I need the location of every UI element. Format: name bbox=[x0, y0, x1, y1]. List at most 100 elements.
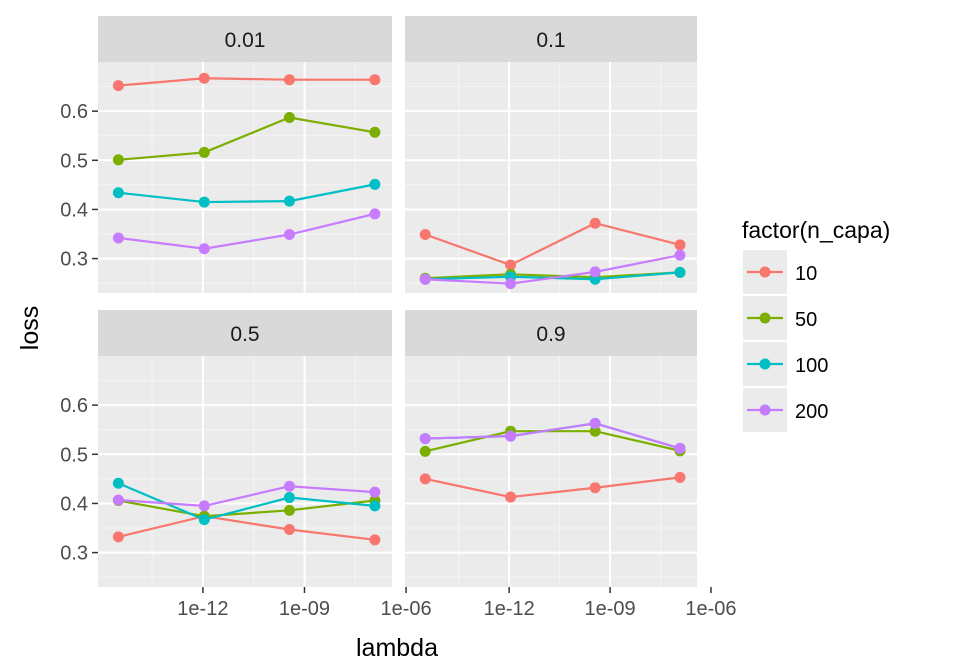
y-tick-label: 0.6 bbox=[60, 395, 88, 417]
data-point bbox=[419, 445, 431, 457]
facet-strip-label: 0.01 bbox=[225, 29, 266, 52]
data-point bbox=[283, 480, 295, 492]
facet-panel: 0.1 bbox=[405, 16, 712, 293]
legend-entry: 200 bbox=[743, 388, 828, 432]
legend-label: 100 bbox=[795, 355, 828, 377]
data-point bbox=[505, 259, 517, 271]
data-point bbox=[112, 494, 124, 506]
legend-label: 50 bbox=[795, 309, 817, 331]
data-point bbox=[674, 471, 686, 483]
y-axis-ticks: 0.3 0.4 0.5 0.6 0.3 0.4 0.5 0.6 bbox=[60, 101, 98, 565]
legend-label: 200 bbox=[795, 401, 828, 423]
data-point bbox=[589, 266, 601, 278]
x-tick-label: 1e-12 bbox=[484, 598, 535, 620]
data-point bbox=[198, 500, 210, 512]
legend-key-point bbox=[759, 266, 771, 278]
y-tick-label: 0.3 bbox=[60, 249, 88, 271]
facet-strip bbox=[98, 310, 392, 356]
data-point bbox=[283, 492, 295, 504]
data-point bbox=[369, 534, 381, 546]
data-point bbox=[419, 273, 431, 285]
data-point bbox=[505, 278, 517, 290]
data-point bbox=[112, 187, 124, 199]
data-point bbox=[419, 229, 431, 241]
data-point bbox=[674, 239, 686, 251]
legend-label: 10 bbox=[795, 263, 817, 285]
data-point bbox=[505, 491, 517, 503]
series-line bbox=[424, 430, 681, 453]
series-line bbox=[118, 499, 376, 518]
data-point bbox=[419, 473, 431, 485]
data-point bbox=[198, 243, 210, 255]
facet-panels: 0.01 0.1 0.5 0.9 bbox=[98, 16, 712, 587]
y-tick-label: 0.3 bbox=[60, 543, 88, 565]
data-point bbox=[112, 80, 124, 92]
legend-key-point bbox=[759, 312, 771, 324]
data-point bbox=[505, 430, 517, 442]
series-line bbox=[118, 515, 376, 541]
data-point bbox=[112, 154, 124, 166]
data-point bbox=[198, 72, 210, 84]
data-point bbox=[369, 126, 381, 138]
y-tick-label: 0.5 bbox=[60, 150, 88, 172]
panel-background bbox=[98, 356, 392, 587]
data-point bbox=[589, 217, 601, 229]
y-tick-label: 0.4 bbox=[60, 199, 88, 221]
data-point bbox=[198, 196, 210, 208]
series-line bbox=[118, 485, 375, 508]
x-tick-label: 1e-09 bbox=[279, 598, 330, 620]
series-line bbox=[118, 212, 376, 250]
series-line bbox=[118, 183, 376, 204]
legend: factor(n_capa) 10 50 100 200 bbox=[742, 217, 890, 432]
y-tick-label: 0.4 bbox=[60, 493, 88, 515]
facet-strip bbox=[98, 16, 392, 62]
data-point bbox=[283, 504, 295, 516]
series-line bbox=[118, 116, 376, 161]
data-point bbox=[112, 531, 124, 543]
facet-panel: 0.9 bbox=[405, 310, 712, 587]
series-line bbox=[425, 254, 681, 285]
data-point bbox=[369, 486, 381, 498]
facet-strip-label: 0.5 bbox=[230, 323, 259, 346]
x-tick-label: 1e-06 bbox=[685, 598, 736, 620]
y-axis-title: loss bbox=[16, 306, 44, 350]
facet-strip bbox=[405, 16, 697, 62]
legend-key-point bbox=[759, 404, 771, 416]
y-tick-label: 0.5 bbox=[60, 444, 88, 466]
data-point bbox=[674, 249, 686, 261]
legend-key-point bbox=[759, 358, 771, 370]
facet-strip bbox=[405, 310, 697, 356]
data-point bbox=[589, 417, 601, 429]
series-line bbox=[424, 222, 681, 267]
data-point bbox=[589, 482, 601, 494]
legend-title: factor(n_capa) bbox=[742, 217, 890, 243]
series-line bbox=[118, 77, 375, 87]
facet-strip-label: 0.9 bbox=[536, 323, 565, 346]
data-point bbox=[112, 232, 124, 244]
legend-entry: 10 bbox=[743, 250, 817, 294]
data-point bbox=[112, 477, 124, 489]
series-line bbox=[425, 476, 681, 499]
x-tick-label: 1e-09 bbox=[584, 598, 635, 620]
data-point bbox=[283, 74, 295, 86]
data-point bbox=[369, 178, 381, 190]
x-axis-ticks: 1e-12 1e-09 1e-06 1e-12 1e-09 1e-06 bbox=[177, 587, 737, 620]
data-point bbox=[589, 425, 601, 437]
data-point bbox=[283, 229, 295, 241]
data-point bbox=[674, 442, 686, 454]
panel-background bbox=[405, 62, 697, 293]
data-point bbox=[283, 112, 295, 124]
legend-entry: 100 bbox=[743, 342, 828, 386]
data-point bbox=[198, 146, 210, 158]
facet-panel: 0.01 bbox=[98, 16, 408, 293]
series-line bbox=[425, 422, 681, 450]
data-point bbox=[369, 74, 381, 86]
data-point bbox=[369, 208, 381, 220]
data-point bbox=[283, 523, 295, 535]
data-point bbox=[198, 514, 210, 526]
panel-background bbox=[98, 62, 392, 293]
data-point bbox=[674, 266, 686, 278]
data-point bbox=[369, 500, 381, 512]
legend-entry: 50 bbox=[743, 296, 817, 340]
